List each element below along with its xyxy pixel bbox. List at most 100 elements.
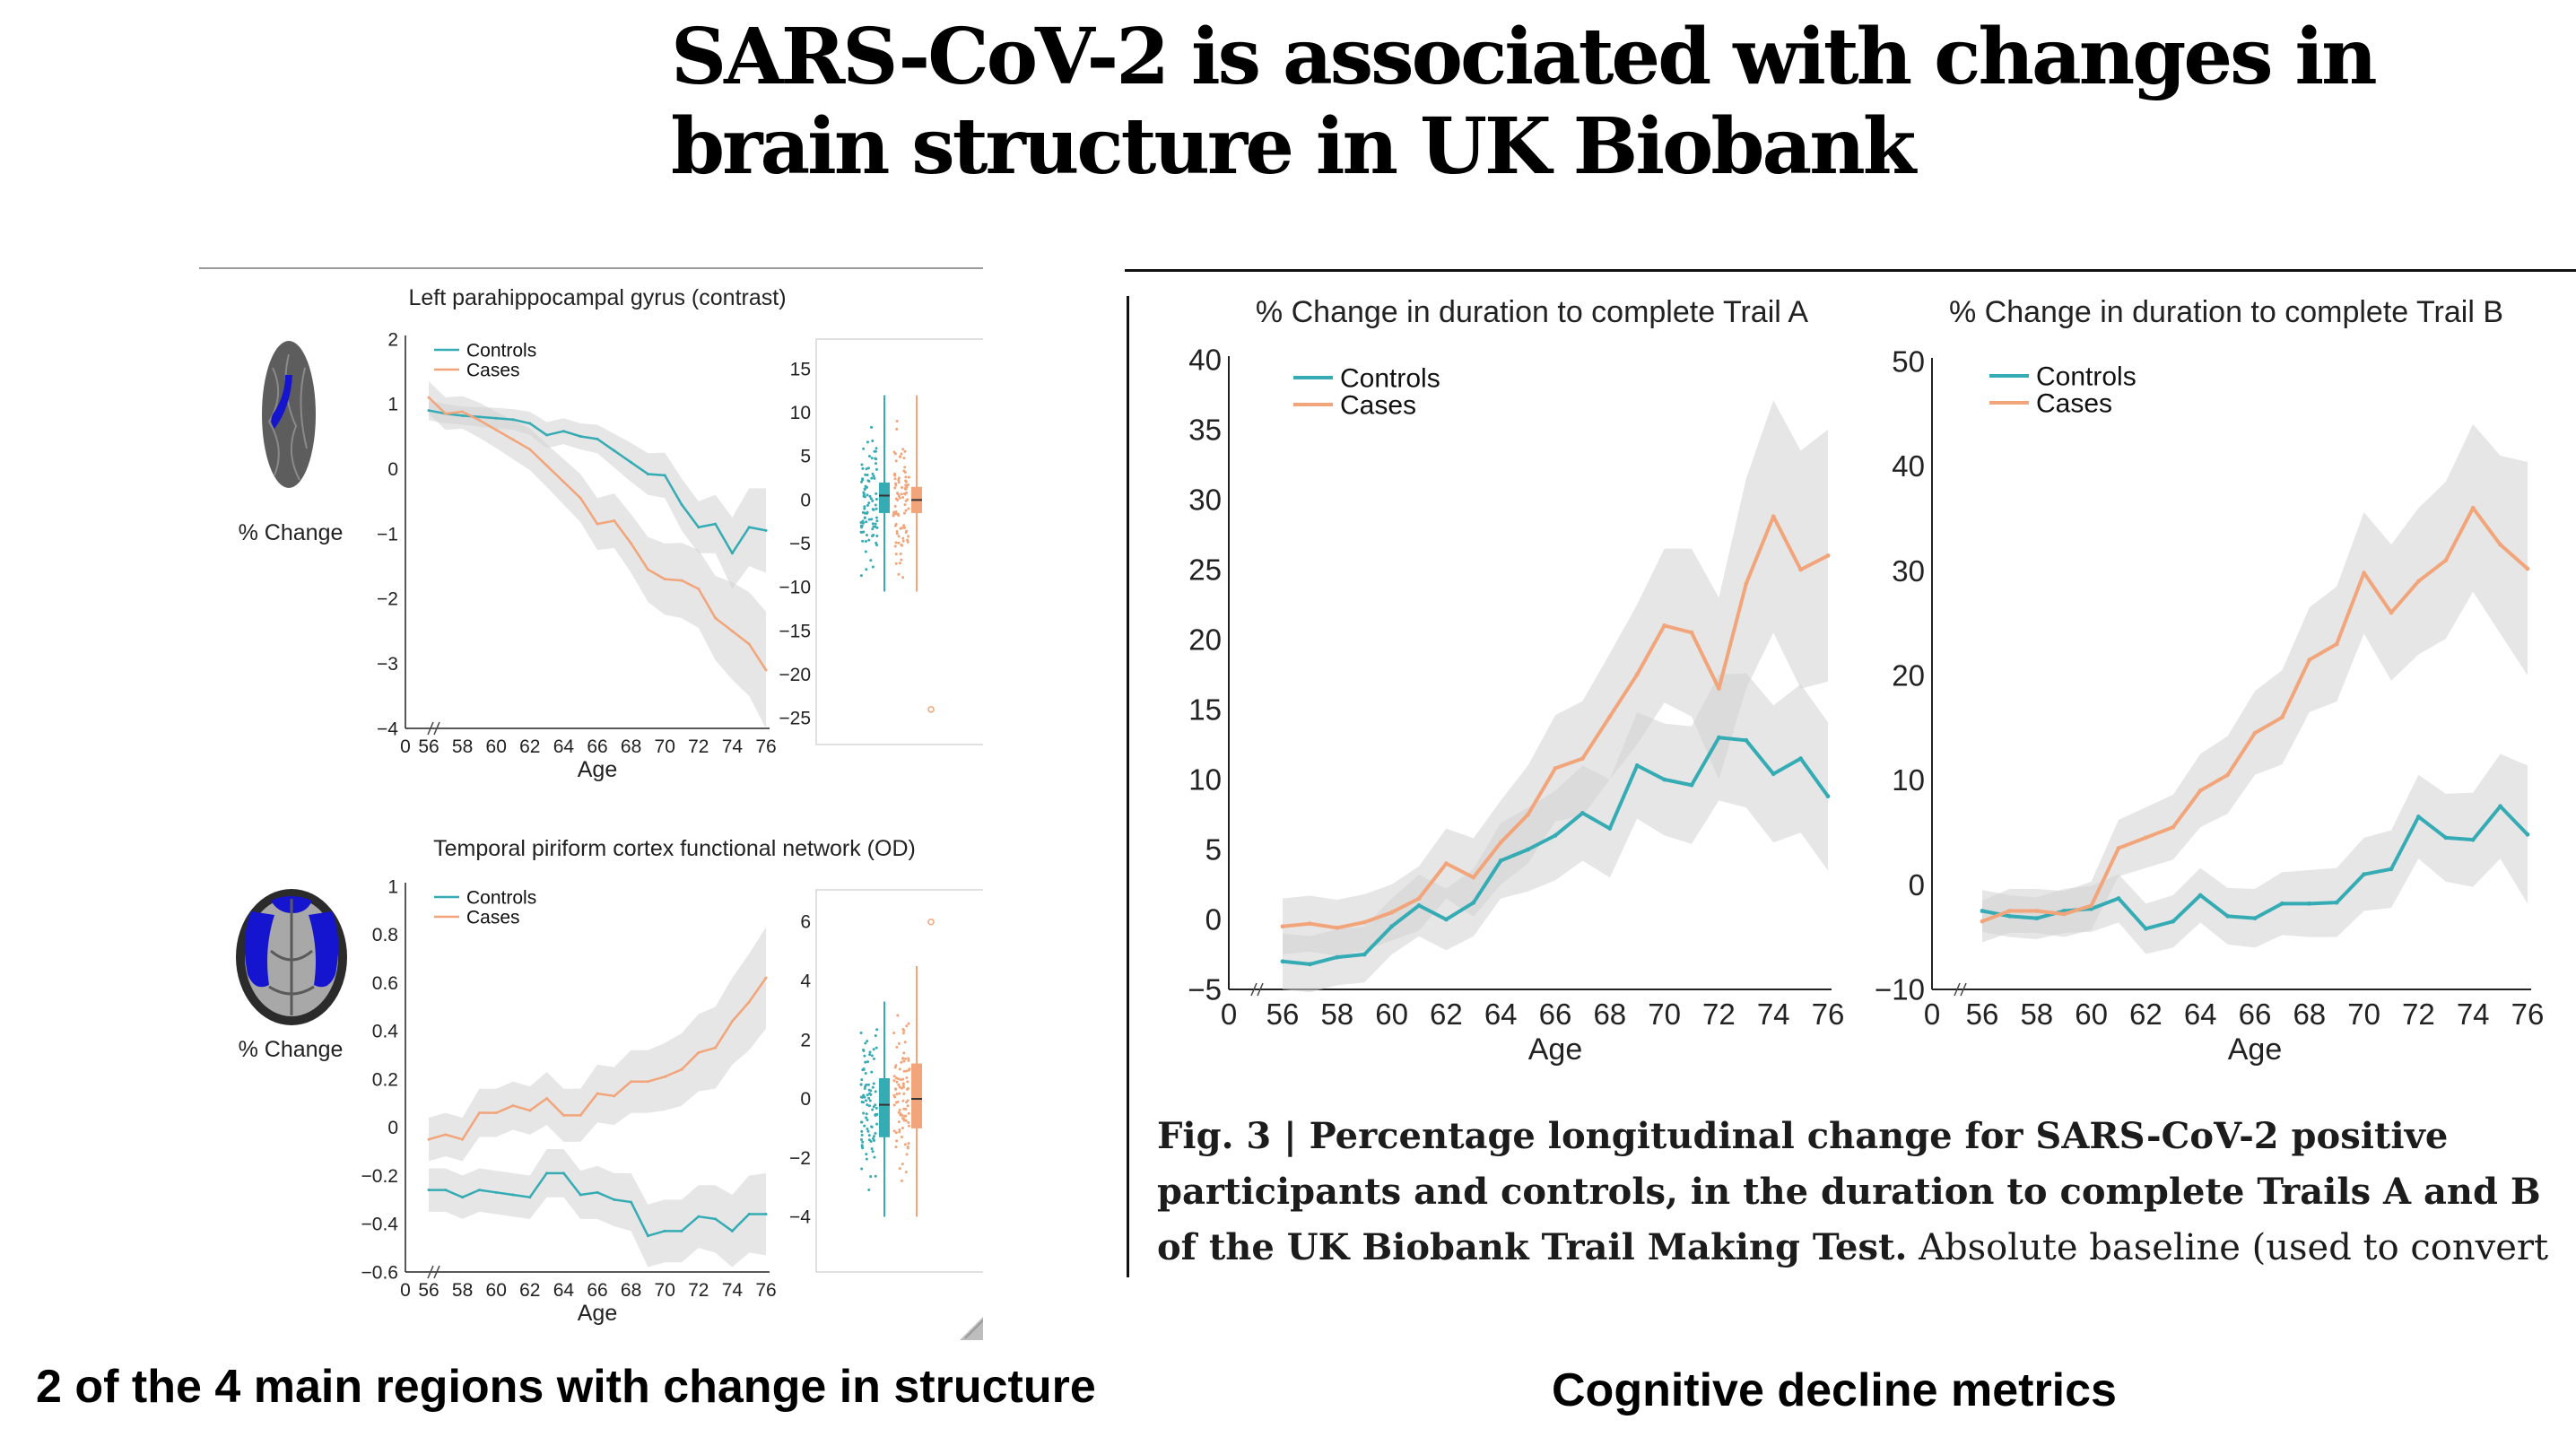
data-point-cases <box>1825 553 1831 558</box>
jitter-point-cases <box>894 562 898 565</box>
boxplot-y-tick: −5 <box>789 534 811 554</box>
x-tick-label: 58 <box>452 1280 473 1301</box>
jitter-point-controls <box>863 495 866 499</box>
x-tick-label: 70 <box>1648 997 1681 1031</box>
jitter-point-controls <box>865 520 868 524</box>
jitter-point-cases <box>901 1077 905 1081</box>
data-point-controls <box>646 1234 649 1238</box>
jitter-point-controls <box>870 1054 874 1058</box>
x-tick-label: 62 <box>519 736 540 757</box>
jitter-point-cases <box>905 1024 909 1028</box>
y-tick-label: 20 <box>1188 623 1222 657</box>
jitter-point-cases <box>903 526 907 529</box>
jitter-point-cases <box>892 473 896 476</box>
legend-label-cases: Cases <box>466 360 520 380</box>
jitter-point-cases <box>895 529 899 533</box>
jitter-point-cases <box>900 1060 903 1064</box>
jitter-point-controls <box>872 1135 875 1138</box>
y-tick-label: 40 <box>1188 344 1222 377</box>
jitter-point-controls <box>863 516 866 519</box>
data-point-cases <box>1717 686 1721 691</box>
jitter-point-controls <box>865 485 868 489</box>
jitter-point-controls <box>870 1070 874 1074</box>
jitter-point-cases <box>904 487 908 491</box>
data-point-cases <box>477 418 481 422</box>
x-tick-label: 60 <box>486 1280 507 1301</box>
jitter-point-cases <box>893 477 897 481</box>
jitter-point-cases <box>900 1179 903 1182</box>
data-point-cases <box>764 976 768 980</box>
x-tick-label: 58 <box>1320 997 1353 1031</box>
jitter-point-cases <box>907 507 910 510</box>
jitter-point-cases <box>900 1135 903 1138</box>
data-point-controls <box>1771 771 1776 777</box>
jitter-point-cases <box>897 1120 901 1124</box>
boxplot-frame <box>815 338 983 745</box>
data-point-controls <box>714 522 718 526</box>
y-tick-label: 1 <box>387 395 398 415</box>
data-point-cases <box>1362 919 1367 925</box>
brain-sagittal-shape <box>262 341 316 488</box>
jitter-point-cases <box>903 503 907 507</box>
jitter-point-cases <box>905 1153 909 1156</box>
data-point-cases <box>680 1067 683 1071</box>
jitter-point-cases <box>905 1101 909 1104</box>
data-point-controls <box>1498 858 1503 863</box>
legend-label-cases: Cases <box>1340 391 1416 421</box>
jitter-point-controls <box>865 1157 868 1161</box>
data-point-cases <box>1308 921 1312 927</box>
jitter-point-cases <box>901 576 905 579</box>
brain-gyri-lines <box>267 353 308 481</box>
jitter-point-controls <box>874 1114 877 1118</box>
jitter-point-cases <box>897 478 901 482</box>
jitter-point-cases <box>902 1119 906 1122</box>
data-point-controls <box>1825 794 1831 799</box>
y-tick-label: 35 <box>1188 414 1222 447</box>
jitter-point-cases <box>894 483 898 487</box>
jitter-point-cases <box>904 1057 908 1060</box>
jitter-point-cases <box>907 1022 910 1025</box>
data-point-controls <box>2225 913 2230 919</box>
boxplot-y-tick: 10 <box>790 403 811 423</box>
data-point-controls <box>528 422 532 425</box>
jitter-point-cases <box>904 1119 908 1122</box>
jitter-point-cases <box>907 535 910 538</box>
y-tick-label: −10 <box>1875 973 1925 1006</box>
jitter-point-controls <box>872 1105 875 1109</box>
x-tick-label: 74 <box>1757 997 1790 1031</box>
data-point-cases <box>461 410 465 414</box>
y-tick-label: 0 <box>1909 868 1925 902</box>
data-point-cases <box>630 1080 633 1084</box>
data-point-controls <box>494 1190 498 1194</box>
jitter-point-cases <box>904 475 908 479</box>
jitter-point-cases <box>896 492 900 496</box>
x-tick-label: 76 <box>755 1280 776 1301</box>
jitter-point-cases <box>897 541 901 544</box>
data-point-controls <box>1689 782 1694 788</box>
data-point-cases <box>596 522 599 526</box>
jitter-point-controls <box>871 439 875 442</box>
jitter-point-cases <box>894 1131 898 1135</box>
jitter-point-controls <box>873 476 876 480</box>
data-point-cases <box>1580 756 1585 761</box>
y-tick-label: −5 <box>1188 973 1222 1006</box>
jitter-point-cases <box>894 497 898 501</box>
data-point-cases <box>1471 875 1476 880</box>
chart-title: % Change in duration to complete Trail A <box>1256 295 1808 329</box>
x-tick-label: 0 <box>400 736 411 757</box>
jitter-point-cases <box>901 536 905 540</box>
chart-title: Temporal piriform cortex functional netw… <box>433 836 916 861</box>
jitter-point-cases <box>894 1101 898 1104</box>
jitter-point-controls <box>875 467 878 471</box>
data-point-controls <box>477 1189 481 1192</box>
cognitive-svg: % Change in duration to complete Trail A… <box>1188 295 2544 1067</box>
jitter-point-cases <box>901 1032 905 1035</box>
data-point-controls <box>680 502 683 506</box>
jitter-point-controls <box>875 519 879 523</box>
data-point-cases <box>714 1046 718 1050</box>
jitter-point-cases <box>900 558 903 562</box>
jitter-point-controls <box>860 530 864 534</box>
jitter-point-controls <box>868 1092 872 1095</box>
data-point-cases <box>2034 909 2040 913</box>
jitter-point-controls <box>866 1119 869 1122</box>
